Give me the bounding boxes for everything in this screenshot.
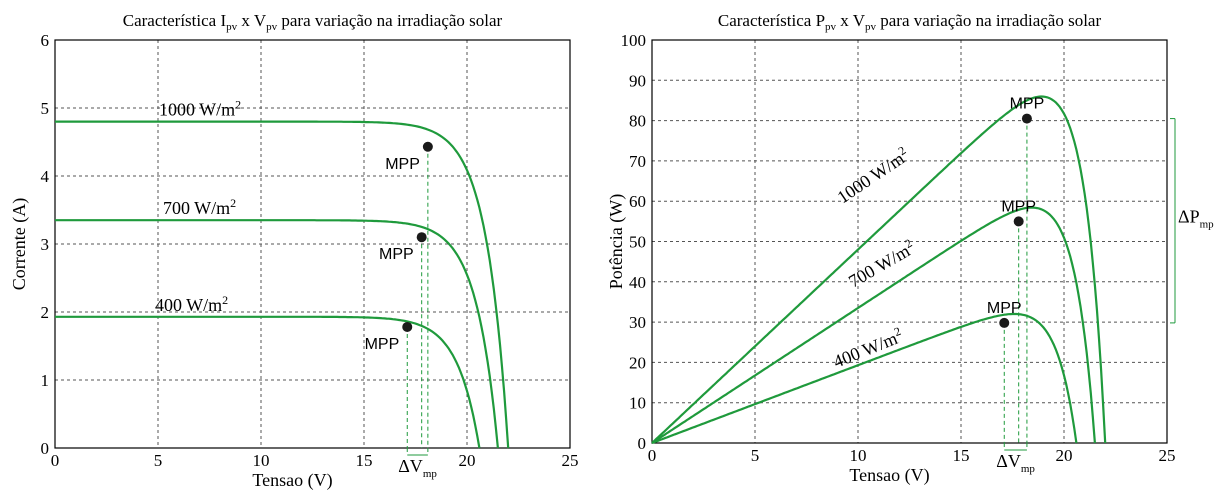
y-axis-label: Corrente (A) (9, 198, 30, 290)
title-text: Característica I (123, 11, 227, 30)
mpp-marker (999, 317, 1010, 328)
series-label-superscript: 2 (222, 293, 228, 307)
series-label-superscript: 2 (892, 324, 903, 339)
y-tick-label: 50 (629, 233, 646, 252)
mpp-label: MPP (987, 300, 1022, 317)
mpp-marker (402, 321, 413, 332)
delta-p-label: ΔPmp (1178, 207, 1214, 231)
y-tick-label: 70 (629, 152, 646, 171)
series-label-superscript: 2 (230, 196, 236, 210)
x-tick-label: 25 (1159, 446, 1176, 465)
x-tick-label: 5 (751, 446, 760, 465)
y-tick-label: 0 (41, 439, 50, 458)
mpp-marker (422, 141, 433, 152)
mpp-label: MPP (1001, 198, 1036, 215)
title-text: x V (237, 11, 267, 30)
x-tick-label: 0 (51, 451, 60, 470)
y-tick-label: 3 (41, 235, 50, 254)
title-text: Característica P (718, 11, 825, 30)
x-tick-label: 15 (356, 451, 373, 470)
y-tick-label: 0 (638, 434, 647, 453)
delta-v-subscript: mp (423, 468, 438, 480)
series-label-text: 1000 W/m (834, 148, 908, 207)
mpp-marker (1021, 113, 1032, 124)
series-label-text: 1000 W/m (159, 100, 235, 120)
series-label-text: 400 W/m (155, 295, 222, 315)
mpp-marker (416, 232, 427, 243)
delta-p-subscript: mp (1200, 219, 1215, 231)
y-tick-label: 20 (629, 353, 646, 372)
x-tick-label: 10 (253, 451, 270, 470)
y-tick-label: 90 (629, 71, 646, 90)
x-tick-label: 0 (648, 446, 657, 465)
series-label-text: 700 W/m (845, 241, 913, 292)
series-label: 1000 W/m2 (832, 143, 912, 207)
y-tick-label: 60 (629, 192, 646, 211)
x-tick-label: 25 (562, 451, 579, 470)
y-tick-label: 40 (629, 273, 646, 292)
series-line (55, 219, 499, 449)
delta-v-label: ΔVmp (398, 456, 437, 480)
x-tick-label: 20 (459, 451, 476, 470)
y-tick-label: 10 (629, 394, 646, 413)
x-tick-label: 5 (154, 451, 163, 470)
series-line (651, 95, 1107, 444)
title-subscript: pv (266, 21, 278, 33)
chart-title: Característica Ipv x Vpv para variação n… (123, 11, 503, 33)
y-tick-label: 2 (41, 303, 50, 322)
title-subscript: pv (865, 21, 877, 33)
x-axis-label: Tensao (V) (252, 470, 332, 491)
x-axis-label: Tensao (V) (849, 465, 929, 486)
y-axis-label: Potência (W) (606, 194, 627, 289)
title-text: x V (836, 11, 866, 30)
plot-frame (54, 39, 571, 449)
y-tick-label: 80 (629, 112, 646, 131)
series-label: 400 W/m2 (830, 324, 906, 372)
y-tick-label: 5 (41, 99, 50, 118)
title-subscript: pv (825, 21, 837, 33)
mpp-label: MPP (385, 156, 420, 173)
mpp-label: MPP (379, 246, 414, 263)
series-label: 700 W/m2 (163, 196, 236, 218)
series-label: 400 W/m2 (155, 293, 228, 315)
mpp-marker (1013, 216, 1024, 227)
y-tick-label: 6 (41, 31, 50, 50)
delta-p-text: ΔP (1178, 207, 1200, 227)
series-line (651, 312, 1078, 445)
y-tick-label: 1 (41, 371, 50, 390)
x-tick-label: 10 (850, 446, 867, 465)
y-tick-label: 4 (41, 167, 50, 186)
chart-title: Característica Ppv x Vpv para variação n… (718, 11, 1102, 33)
title-text: para variação na irradiação solar (277, 11, 502, 30)
series-label: 700 W/m2 (844, 236, 918, 292)
series-label-text: 700 W/m (163, 198, 230, 218)
x-tick-label: 15 (953, 446, 970, 465)
series-line (55, 315, 481, 449)
series-line (651, 206, 1096, 444)
title-text: para variação na irradiação solar (876, 11, 1101, 30)
delta-v-label: ΔVmp (996, 451, 1035, 475)
plot-frame (651, 39, 1168, 444)
x-tick-label: 20 (1056, 446, 1073, 465)
y-tick-label: 30 (629, 313, 646, 332)
delta-v-subscript: mp (1021, 463, 1036, 475)
title-subscript: pv (226, 21, 238, 33)
series-label-superscript: 2 (235, 98, 241, 112)
delta-v-text: ΔV (996, 451, 1021, 471)
mpp-label: MPP (1010, 96, 1045, 113)
delta-v-text: ΔV (398, 456, 423, 476)
mpp-label: MPP (365, 336, 400, 353)
y-tick-label: 100 (621, 31, 647, 50)
series-label-text: 400 W/m (830, 328, 900, 372)
series-line (55, 120, 510, 449)
series-label: 1000 W/m2 (159, 98, 241, 120)
